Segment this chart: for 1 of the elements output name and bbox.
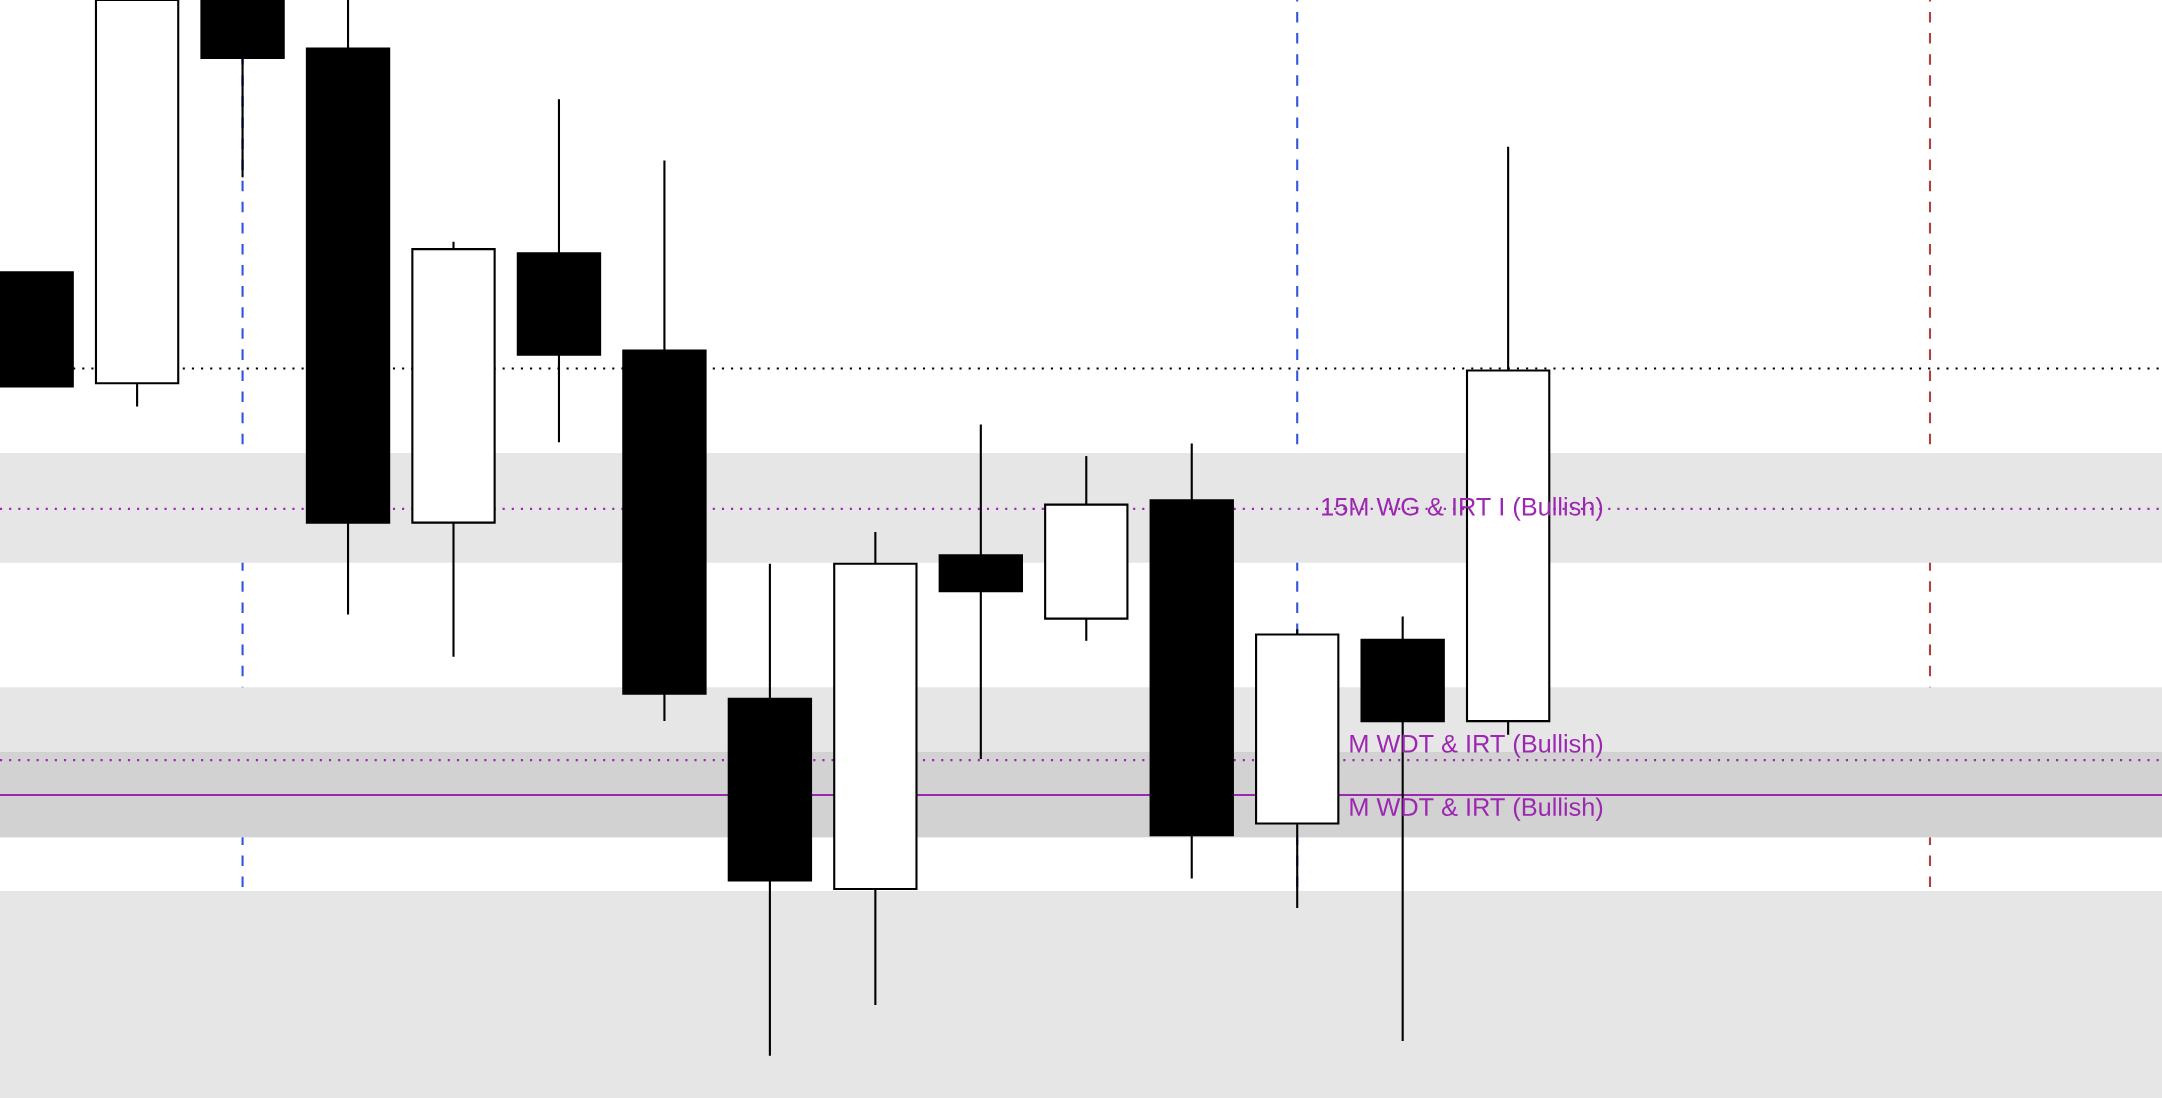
candlestick <box>938 423 1024 761</box>
